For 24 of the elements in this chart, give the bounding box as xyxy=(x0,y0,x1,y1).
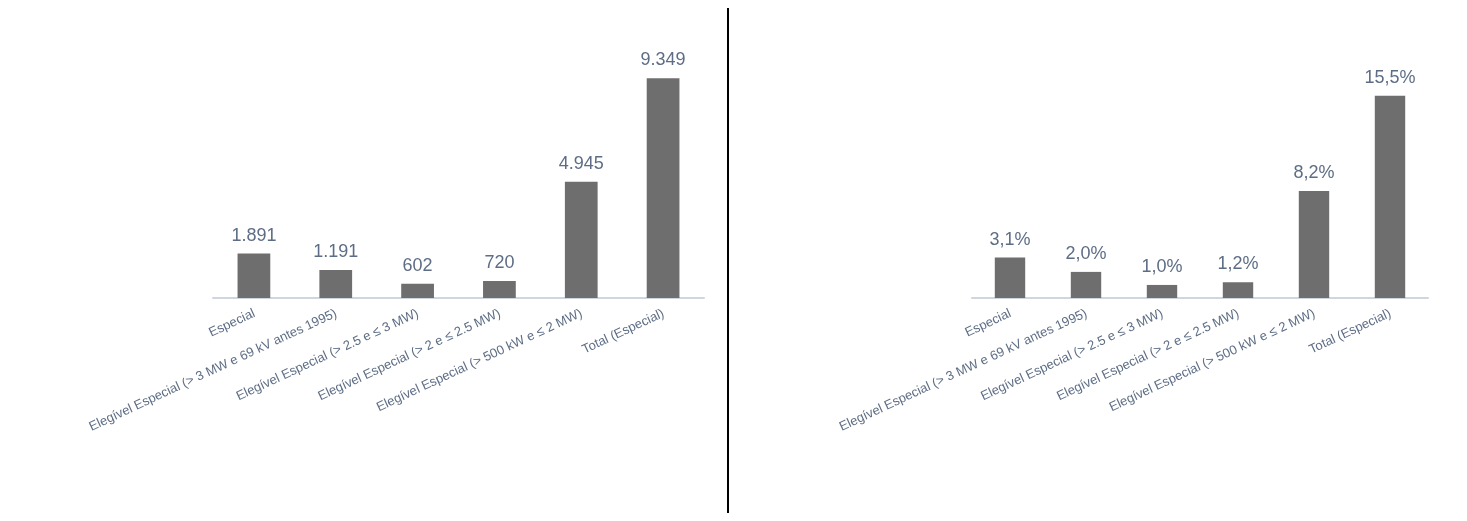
bar xyxy=(401,283,434,298)
data-label: 1,0% xyxy=(1141,255,1183,276)
data-label: 8,2% xyxy=(1293,161,1335,182)
data-label: 2,0% xyxy=(1065,242,1107,263)
bar xyxy=(1146,284,1178,298)
data-label: 602 xyxy=(402,254,433,275)
bar xyxy=(1222,282,1254,298)
bar xyxy=(1070,271,1102,298)
bar xyxy=(319,270,353,298)
bar xyxy=(1374,95,1406,298)
data-label: 1,2% xyxy=(1217,253,1259,274)
data-label: 3,1% xyxy=(989,228,1031,249)
bar xyxy=(646,78,680,298)
bar xyxy=(483,281,516,298)
data-label: 15,5% xyxy=(1364,66,1416,87)
bar xyxy=(1298,190,1330,298)
data-label: 720 xyxy=(484,252,515,273)
data-label: 1.191 xyxy=(313,241,359,262)
bar xyxy=(994,257,1026,298)
bar xyxy=(564,181,598,298)
data-label: 1.891 xyxy=(231,224,277,245)
data-label: 4.945 xyxy=(558,152,604,173)
data-label: 9.349 xyxy=(640,49,686,70)
bar xyxy=(237,253,271,298)
